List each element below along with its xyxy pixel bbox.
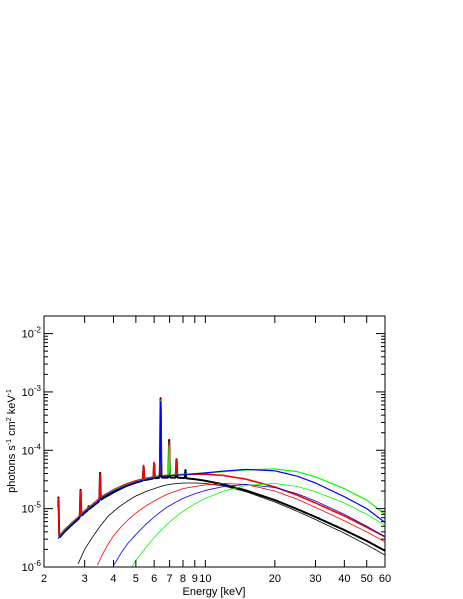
x-tick-label: 20	[269, 573, 281, 585]
x-tick-label: 2	[41, 573, 47, 585]
y-tick-label: 10-3	[22, 384, 42, 399]
plot-frame	[43, 315, 386, 568]
y-tick-label: 10-6	[22, 559, 42, 574]
y-axis-title-part-3: keV	[6, 395, 18, 418]
x-tick-label: 3	[82, 573, 88, 585]
x-tick-label: 30	[309, 573, 321, 585]
x-tick-label: 8	[180, 573, 186, 585]
y-axis-title-exp-3: -1	[6, 389, 13, 395]
x-tick-labels: 2 3 4 5 6 7 8 9 10 20 30 40 50 60	[41, 573, 391, 585]
series-line-2	[57, 398, 385, 538]
x-tick-label: 50	[361, 573, 373, 585]
y-tick-label: 10-5	[22, 501, 42, 516]
x-tick-label: 4	[110, 573, 116, 585]
series-layer	[57, 397, 385, 567]
axis-ticks	[43, 315, 386, 568]
x-tick-label: 60	[379, 573, 391, 585]
x-tick-label: 40	[338, 573, 350, 585]
x-tick-label: 10	[199, 573, 211, 585]
series-line-6	[97, 483, 385, 566]
y-tick-labels: 10-6 10-5 10-4 10-3 10-2	[22, 326, 42, 574]
x-tick-label: 5	[133, 573, 139, 585]
y-axis-title-exp-2: 2	[6, 417, 13, 421]
series-line-8	[131, 483, 385, 567]
y-axis-title-part-2: cm	[6, 421, 18, 439]
series-line-4	[57, 401, 385, 539]
x-tick-label: 6	[151, 573, 157, 585]
x-axis-title: Energy [keV]	[183, 586, 246, 598]
x-tick-label: 7	[167, 573, 173, 585]
y-axis-title-part-1: photons s	[6, 445, 18, 493]
x-tick-label: 9	[192, 573, 198, 585]
y-tick-label: 10-4	[22, 442, 42, 457]
y-tick-label: 10-2	[22, 326, 42, 341]
y-axis-title: photons s-1 cm2 keV-1	[6, 389, 18, 493]
y-axis-title-exp-1: -1	[6, 439, 13, 445]
series-line-5	[77, 482, 385, 564]
